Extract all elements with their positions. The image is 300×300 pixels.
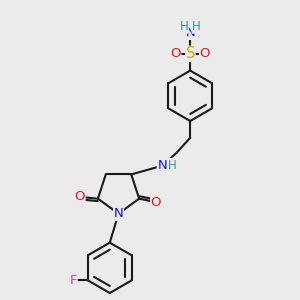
Text: H: H (168, 158, 176, 172)
Text: H: H (192, 20, 201, 33)
Text: N: N (158, 159, 167, 172)
Text: S: S (185, 46, 195, 61)
Text: O: O (170, 47, 181, 60)
Text: O: O (74, 190, 85, 203)
Text: H: H (179, 20, 188, 33)
Text: O: O (151, 196, 161, 209)
Text: N: N (185, 26, 195, 39)
Text: F: F (70, 274, 77, 287)
Text: O: O (200, 47, 210, 60)
Text: N: N (114, 207, 123, 220)
